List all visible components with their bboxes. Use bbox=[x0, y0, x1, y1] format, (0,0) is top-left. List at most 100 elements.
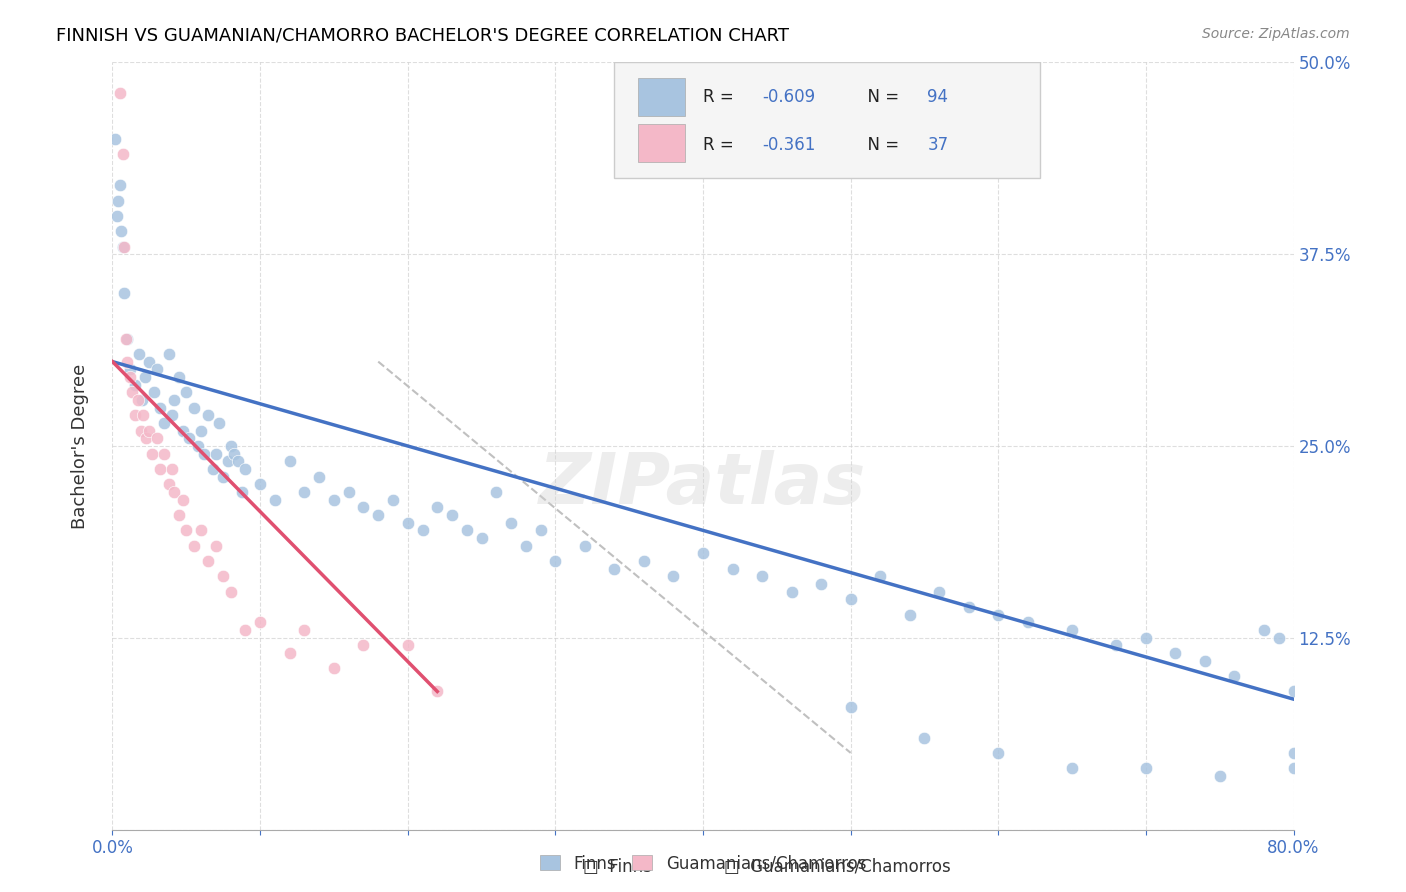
Point bbox=[205, 447, 228, 461]
Text: 94: 94 bbox=[928, 88, 949, 106]
Point bbox=[134, 370, 156, 384]
Point bbox=[112, 239, 135, 253]
Point bbox=[190, 524, 212, 538]
FancyBboxPatch shape bbox=[614, 62, 1039, 178]
Point bbox=[323, 661, 346, 675]
Point bbox=[367, 508, 389, 522]
Point bbox=[172, 424, 194, 438]
Point bbox=[515, 539, 537, 553]
Point bbox=[1194, 654, 1216, 668]
Point bbox=[108, 178, 131, 193]
Point bbox=[226, 454, 249, 468]
Point bbox=[160, 462, 183, 476]
Point bbox=[160, 409, 183, 423]
Point bbox=[146, 362, 169, 376]
Point bbox=[167, 508, 190, 522]
Point bbox=[292, 485, 315, 500]
Point bbox=[129, 424, 152, 438]
Point bbox=[544, 554, 567, 568]
Point bbox=[898, 607, 921, 622]
Text: FINNISH VS GUAMANIAN/CHAMORRO BACHELOR'S DEGREE CORRELATION CHART: FINNISH VS GUAMANIAN/CHAMORRO BACHELOR'S… bbox=[56, 27, 789, 45]
Point bbox=[149, 401, 172, 415]
Point bbox=[928, 584, 950, 599]
Text: -0.361: -0.361 bbox=[762, 136, 815, 153]
Point bbox=[249, 615, 271, 630]
Point bbox=[111, 147, 134, 161]
Point bbox=[114, 332, 136, 346]
Point bbox=[957, 600, 980, 615]
Point bbox=[193, 447, 215, 461]
Point bbox=[278, 646, 301, 660]
Point bbox=[179, 431, 201, 445]
Point bbox=[603, 562, 626, 576]
Point bbox=[117, 332, 138, 346]
Point bbox=[529, 524, 551, 538]
Point bbox=[212, 469, 235, 483]
Point bbox=[914, 731, 936, 745]
Point bbox=[135, 431, 157, 445]
Point bbox=[149, 462, 172, 476]
Point bbox=[153, 447, 176, 461]
Text: N =: N = bbox=[856, 88, 904, 106]
Text: Source: ZipAtlas.com: Source: ZipAtlas.com bbox=[1202, 27, 1350, 41]
Point bbox=[485, 485, 508, 500]
Point bbox=[1282, 746, 1305, 760]
Point bbox=[1268, 631, 1291, 645]
Point bbox=[183, 539, 205, 553]
Point bbox=[987, 746, 1010, 760]
Point bbox=[183, 401, 205, 415]
Point bbox=[574, 539, 596, 553]
Point bbox=[780, 584, 803, 599]
Point bbox=[108, 86, 131, 100]
Point bbox=[111, 239, 134, 253]
Point bbox=[217, 454, 239, 468]
Point bbox=[1062, 623, 1084, 637]
Point bbox=[396, 639, 419, 653]
Point bbox=[1253, 623, 1275, 637]
Point bbox=[233, 462, 256, 476]
Point bbox=[138, 424, 160, 438]
Point bbox=[633, 554, 655, 568]
Point bbox=[1062, 761, 1084, 775]
Point bbox=[208, 416, 231, 430]
Point bbox=[1282, 684, 1305, 698]
Point bbox=[104, 132, 127, 146]
Text: -0.609: -0.609 bbox=[762, 88, 815, 106]
Point bbox=[337, 485, 360, 500]
Point bbox=[205, 539, 228, 553]
Point bbox=[110, 224, 132, 238]
Point bbox=[157, 347, 180, 361]
Point bbox=[120, 370, 142, 384]
Text: ZIPatlas: ZIPatlas bbox=[540, 450, 866, 519]
Point bbox=[233, 623, 256, 637]
Point bbox=[124, 377, 146, 392]
Point bbox=[187, 439, 209, 453]
Point bbox=[501, 516, 523, 530]
Point bbox=[153, 416, 176, 430]
Point bbox=[308, 469, 330, 483]
Point bbox=[222, 447, 245, 461]
Point bbox=[197, 554, 219, 568]
Text: R =: R = bbox=[703, 136, 740, 153]
Point bbox=[1282, 761, 1305, 775]
Point bbox=[142, 385, 165, 400]
Point bbox=[352, 500, 374, 515]
Legend: Finns, Guamanians/Chamorros: Finns, Guamanians/Chamorros bbox=[533, 848, 873, 880]
Point bbox=[411, 524, 433, 538]
Point bbox=[1105, 639, 1128, 653]
Point bbox=[219, 584, 242, 599]
Point bbox=[839, 592, 862, 607]
Y-axis label: Bachelor's Degree: Bachelor's Degree bbox=[70, 363, 89, 529]
Point bbox=[231, 485, 253, 500]
Point bbox=[141, 447, 163, 461]
Point bbox=[127, 392, 149, 407]
Point bbox=[201, 462, 224, 476]
Point bbox=[249, 477, 271, 491]
Text: □  Guamanians/Chamorros: □ Guamanians/Chamorros bbox=[724, 858, 950, 876]
Text: R =: R = bbox=[703, 88, 740, 106]
Point bbox=[167, 370, 190, 384]
Point bbox=[112, 285, 135, 300]
Point bbox=[869, 569, 891, 583]
FancyBboxPatch shape bbox=[638, 78, 685, 116]
Point bbox=[157, 477, 180, 491]
